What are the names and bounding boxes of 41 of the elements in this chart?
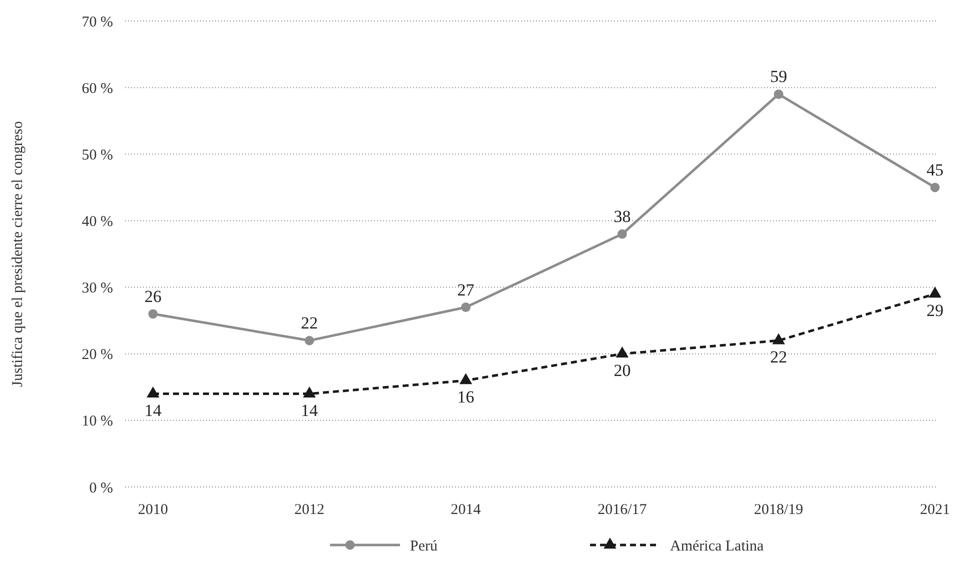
data-label: 20 bbox=[614, 360, 631, 380]
x-tick-label: 2014 bbox=[450, 502, 482, 518]
y-tick-label: 60 % bbox=[82, 80, 113, 97]
x-tick-label: 2012 bbox=[294, 502, 324, 518]
point bbox=[772, 333, 785, 344]
data-label: 59 bbox=[770, 67, 788, 86]
legend-label: Perú bbox=[410, 538, 438, 554]
point bbox=[459, 373, 472, 384]
x-tick-label: 2021 bbox=[920, 502, 950, 518]
y-tick-label: 70 % bbox=[82, 14, 113, 30]
point bbox=[928, 286, 942, 298]
data-label: 29 bbox=[926, 300, 944, 320]
point bbox=[303, 386, 316, 398]
data-label: 14 bbox=[300, 400, 318, 420]
y-tick-label: 40 % bbox=[82, 214, 113, 230]
y-tick-label: 20 % bbox=[82, 347, 113, 364]
x-tick-label: 2010 bbox=[138, 502, 168, 518]
y-tick-label: 10 % bbox=[82, 414, 113, 430]
data-label: 14 bbox=[144, 400, 162, 420]
data-label: 27 bbox=[457, 280, 475, 300]
y-axis-title: Justifica que el presidente cierre el congreso bbox=[10, 121, 26, 387]
point bbox=[930, 182, 940, 192]
data-label: 38 bbox=[614, 207, 631, 226]
data-label: 26 bbox=[144, 286, 162, 306]
data-label: 45 bbox=[926, 160, 944, 180]
point bbox=[304, 336, 314, 346]
y-tick-label: 50 % bbox=[82, 147, 113, 164]
point bbox=[617, 229, 627, 239]
x-tick-label: 2016/17 bbox=[598, 502, 648, 518]
data-label: 22 bbox=[770, 348, 788, 367]
legend-label: América Latina bbox=[670, 538, 764, 554]
point bbox=[146, 386, 160, 398]
point bbox=[616, 346, 629, 358]
x-tick-label: 2018/19 bbox=[754, 502, 804, 518]
data-label: 16 bbox=[457, 387, 474, 406]
point bbox=[774, 90, 784, 99]
y-tick-label: 30 % bbox=[82, 280, 113, 297]
y-tick-label: 0 % bbox=[89, 480, 113, 496]
point bbox=[461, 302, 471, 312]
point bbox=[148, 309, 158, 319]
data-label: 22 bbox=[300, 314, 318, 333]
